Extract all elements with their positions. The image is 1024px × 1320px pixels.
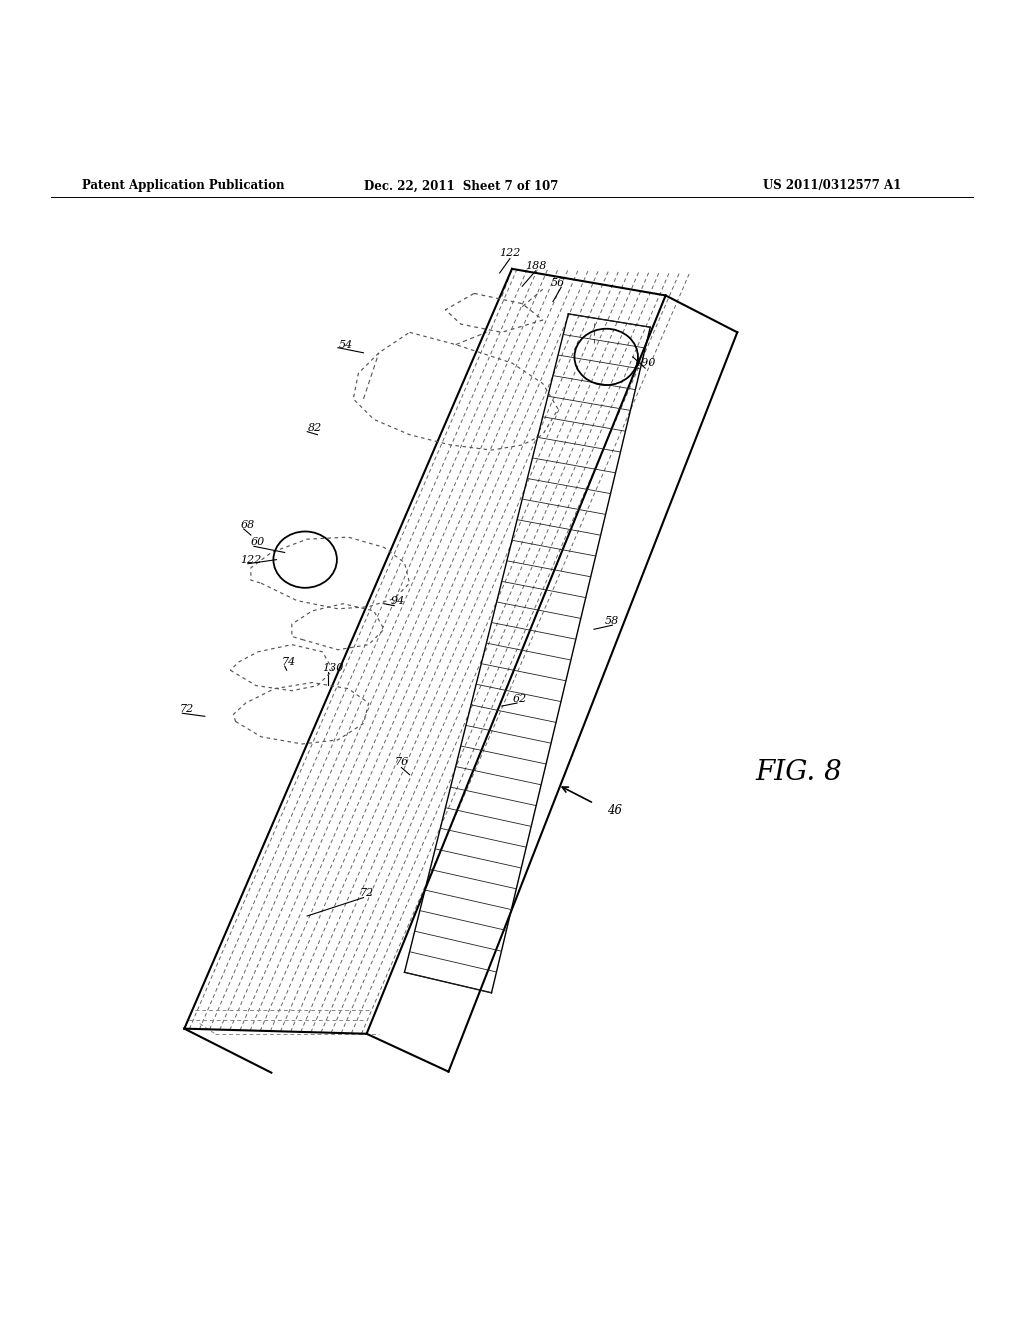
Text: Patent Application Publication: Patent Application Publication xyxy=(82,180,285,193)
Text: US 2011/0312577 A1: US 2011/0312577 A1 xyxy=(763,180,901,193)
Text: 68: 68 xyxy=(241,520,255,529)
Text: 188: 188 xyxy=(525,261,546,271)
Text: 58: 58 xyxy=(605,616,620,626)
Text: 122: 122 xyxy=(241,554,261,565)
Text: 54: 54 xyxy=(339,339,353,350)
Text: Dec. 22, 2011  Sheet 7 of 107: Dec. 22, 2011 Sheet 7 of 107 xyxy=(364,180,558,193)
Text: 60: 60 xyxy=(251,537,265,548)
Text: 72: 72 xyxy=(179,704,194,714)
Text: 62: 62 xyxy=(513,694,527,704)
Text: 76: 76 xyxy=(394,758,409,767)
Text: 190: 190 xyxy=(635,358,655,368)
Text: 46: 46 xyxy=(607,804,622,817)
Text: 82: 82 xyxy=(308,422,323,433)
Text: 94: 94 xyxy=(390,595,404,606)
Text: FIG. 8: FIG. 8 xyxy=(756,759,842,787)
Text: 122: 122 xyxy=(500,248,520,259)
Text: 130: 130 xyxy=(323,663,343,673)
Text: 72: 72 xyxy=(359,888,374,899)
Text: 56: 56 xyxy=(551,279,565,288)
Text: 74: 74 xyxy=(282,657,296,667)
